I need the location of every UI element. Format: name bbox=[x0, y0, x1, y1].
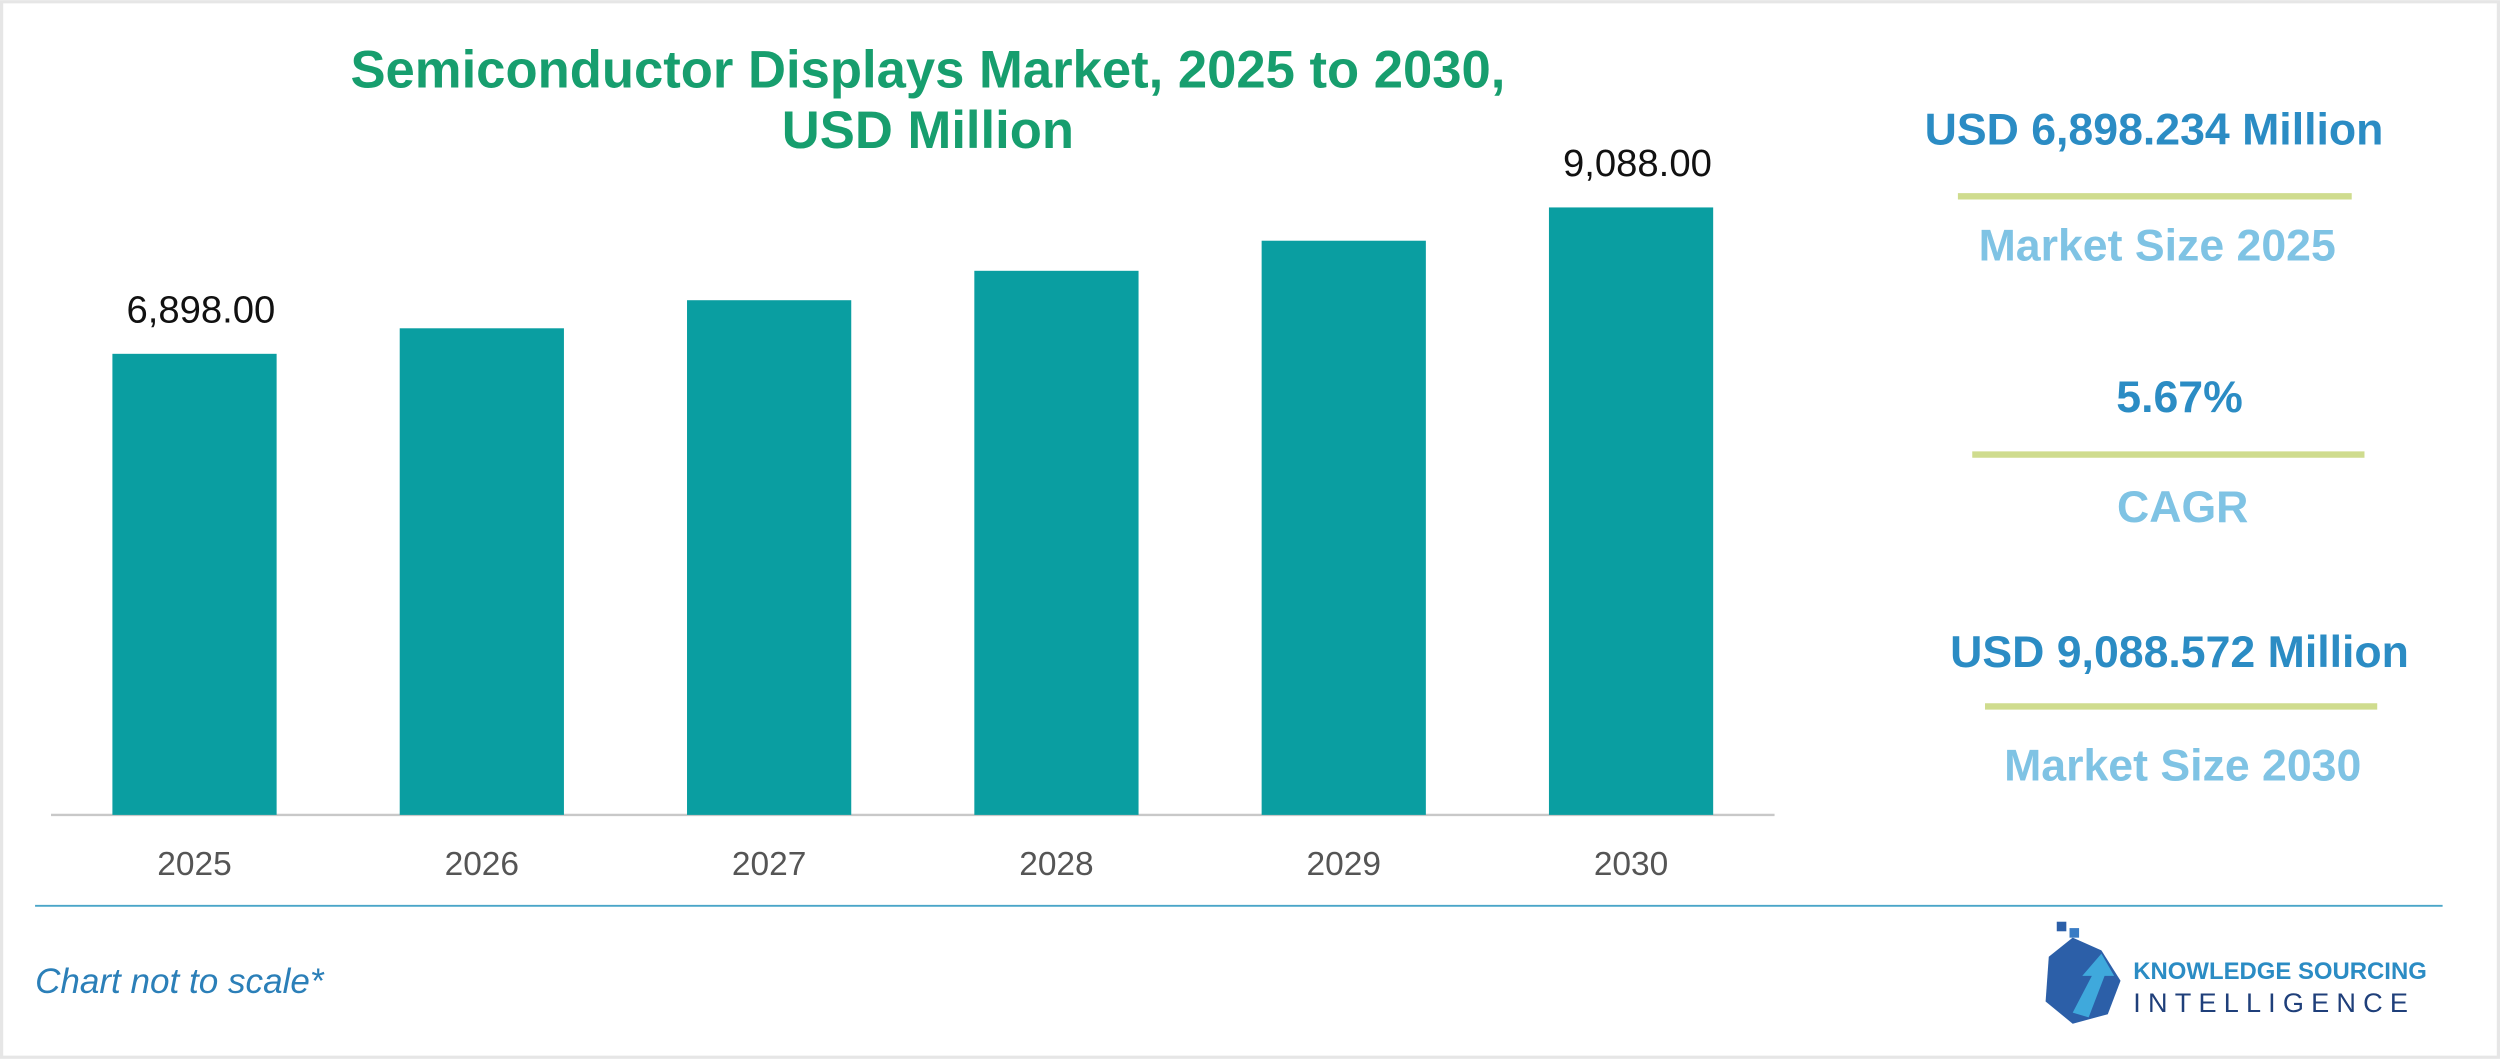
logo-text: INTELLIGENCE bbox=[2133, 987, 2415, 1018]
x-tick-label: 2027 bbox=[732, 846, 806, 883]
x-tick-label: 2026 bbox=[445, 846, 519, 883]
logo-arrow bbox=[2072, 953, 2115, 1018]
stat-label: Market Size 2030 bbox=[2004, 741, 2361, 790]
x-tick-label: 2025 bbox=[157, 846, 231, 883]
value-label: 9,088.00 bbox=[1563, 142, 1712, 185]
stat-value: USD 6,898.234 Million bbox=[1925, 105, 2384, 154]
bar bbox=[974, 270, 1139, 815]
x-tick-label: 2030 bbox=[1594, 846, 1668, 883]
x-tick-label: 2029 bbox=[1307, 846, 1381, 883]
logo: KNOWLEDGE SOURCING INTELLIGENCE bbox=[2045, 921, 2427, 1024]
stat-value: USD 9,088.572 Million bbox=[1950, 628, 2409, 677]
stat-label: CAGR bbox=[2117, 483, 2248, 532]
logo-text: KNOWLEDGE SOURCING bbox=[2133, 958, 2427, 985]
bar bbox=[687, 300, 852, 815]
x-tick-label: 2028 bbox=[1019, 846, 1093, 883]
footnote: Chart not to scale* bbox=[35, 962, 325, 1001]
bar bbox=[112, 353, 277, 815]
logo-block bbox=[2056, 921, 2067, 932]
chart-title: USD Million bbox=[782, 101, 1074, 160]
bar bbox=[1548, 207, 1714, 815]
bar bbox=[1261, 240, 1426, 815]
stat-label: Market Size 2025 bbox=[1979, 222, 2336, 271]
chart-title: Semiconductor Displays Market, 2025 to 2… bbox=[350, 40, 1505, 99]
logo-block bbox=[2069, 928, 2080, 938]
bar bbox=[399, 328, 564, 815]
stat-value: 5.67% bbox=[2116, 373, 2243, 422]
value-label: 6,898.00 bbox=[126, 288, 275, 331]
